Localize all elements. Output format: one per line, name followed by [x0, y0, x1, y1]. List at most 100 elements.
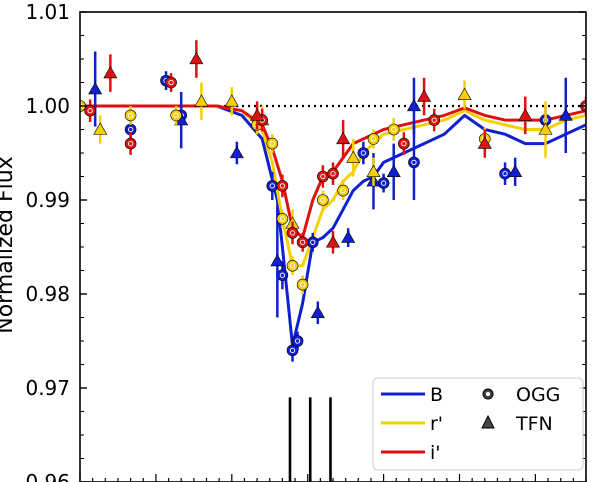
data-point-ogg — [266, 180, 279, 192]
data-point-ogg — [266, 137, 279, 150]
data-point-ogg-ring — [320, 197, 326, 203]
data-point-ogg-ring — [279, 272, 286, 278]
data-point-tfn — [518, 108, 533, 121]
data-point-ogg — [387, 123, 400, 136]
data-point-tfn — [366, 164, 381, 177]
y-tick-label: 0.97 — [25, 376, 70, 400]
data-point-tfn — [406, 98, 421, 112]
data-point-ogg — [291, 335, 304, 347]
model-curves — [80, 104, 586, 348]
data-point-tfn — [346, 150, 361, 163]
data-point-ogg-ring — [370, 136, 377, 142]
data-point-tfn — [194, 94, 209, 107]
data-point-ogg-ring — [401, 140, 407, 147]
legend-marker-tfn — [481, 414, 495, 429]
data-point-ogg — [296, 236, 309, 249]
data-point-ogg — [124, 109, 137, 122]
data-point-ogg-ring — [299, 281, 306, 288]
data-point-tfn — [386, 164, 401, 177]
data-point-ogg-ring — [360, 150, 367, 156]
data-point-tfn — [457, 87, 472, 100]
data-point-ogg — [377, 177, 390, 189]
data-points — [80, 40, 586, 362]
data-point-tfn — [224, 94, 239, 107]
data-point-ogg-ring — [173, 112, 179, 119]
data-point-ogg — [367, 133, 380, 145]
data-point-ogg-ring — [127, 140, 134, 147]
data-point-ogg — [276, 213, 289, 225]
data-point-tfn — [189, 51, 204, 65]
data-point-ogg — [276, 180, 289, 192]
data-point-tfn — [558, 108, 573, 121]
data-point-ogg — [170, 109, 182, 122]
data-point-tfn — [325, 235, 341, 248]
data-point-ogg — [306, 236, 319, 249]
data-point-ogg-ring — [320, 173, 326, 180]
legend-label-tfn: TFN — [515, 413, 553, 435]
y-tick-label: 0.96 — [25, 470, 70, 482]
data-point-ogg — [499, 167, 511, 180]
data-point-ogg-ring — [340, 187, 346, 194]
data-point-tfn — [93, 122, 108, 135]
data-point-ogg-ring — [87, 108, 93, 114]
data-point-tfn — [229, 145, 244, 159]
plot-frame — [79, 11, 587, 482]
data-point-ogg — [317, 170, 329, 183]
y-tick-label: 1.01 — [25, 0, 70, 24]
data-point-ogg-ring — [299, 239, 306, 245]
data-point-tfn — [341, 230, 356, 243]
data-point-ogg — [357, 147, 370, 159]
data-point-ogg — [286, 227, 299, 239]
data-point-ogg — [317, 194, 329, 206]
data-point-ogg — [398, 137, 410, 150]
legend-marker-ogg-dot — [486, 392, 490, 396]
y-tick-label: 0.99 — [25, 188, 70, 212]
data-point-tfn — [103, 65, 118, 79]
y-axis-title: Normalized Flux — [0, 156, 18, 333]
data-point-tfn — [88, 81, 103, 95]
data-point-ogg-ring — [310, 239, 316, 245]
event-markers — [288, 397, 332, 482]
data-point-ogg-ring — [127, 112, 134, 119]
y-tick-label: 1.00 — [25, 94, 70, 118]
data-point-ogg — [165, 76, 177, 89]
plot-area — [80, 40, 586, 482]
data-point-ogg — [337, 184, 349, 197]
data-point-ogg-ring — [289, 230, 296, 236]
data-point-ogg — [286, 259, 299, 272]
data-point-ogg-ring — [168, 79, 174, 86]
legend-label-i: i' — [430, 442, 441, 464]
data-point-ogg — [327, 167, 339, 180]
data-point-ogg-ring — [127, 126, 134, 133]
legend: B r' i' OGG TFN — [372, 377, 584, 471]
model-curve — [80, 104, 586, 348]
data-point-ogg-ring — [411, 159, 417, 166]
data-point-ogg — [428, 114, 441, 126]
data-point-ogg — [84, 104, 96, 117]
data-point-ogg-ring — [330, 171, 336, 177]
data-point-ogg — [124, 137, 137, 150]
data-point-ogg — [408, 156, 420, 169]
data-point-tfn — [477, 136, 492, 149]
data-point-ogg-ring — [431, 117, 437, 123]
data-point-tfn — [508, 164, 523, 177]
data-point-ogg-ring — [380, 180, 387, 186]
data-point-ogg-ring — [391, 126, 397, 133]
data-point-tfn — [336, 131, 351, 145]
data-point-ogg-ring — [279, 216, 286, 222]
data-point-ogg — [296, 278, 309, 291]
y-tick-label: 0.98 — [25, 282, 70, 306]
data-point-ogg-ring — [502, 171, 508, 177]
data-point-tfn — [538, 122, 553, 135]
y-tick-labels: 0.96 0.97 0.98 0.99 1.00 1.01 — [25, 0, 70, 482]
data-point-ogg-ring — [279, 183, 286, 189]
legend-label-b: B — [430, 384, 443, 406]
data-point-ogg-ring — [269, 183, 275, 189]
legend-label-r: r' — [430, 413, 443, 435]
data-point-tfn — [250, 108, 265, 121]
data-point-ogg-ring — [269, 140, 275, 147]
data-point-tfn — [310, 305, 325, 318]
data-point-ogg-ring — [289, 263, 296, 269]
legend-label-ogg: OGG — [516, 384, 560, 406]
